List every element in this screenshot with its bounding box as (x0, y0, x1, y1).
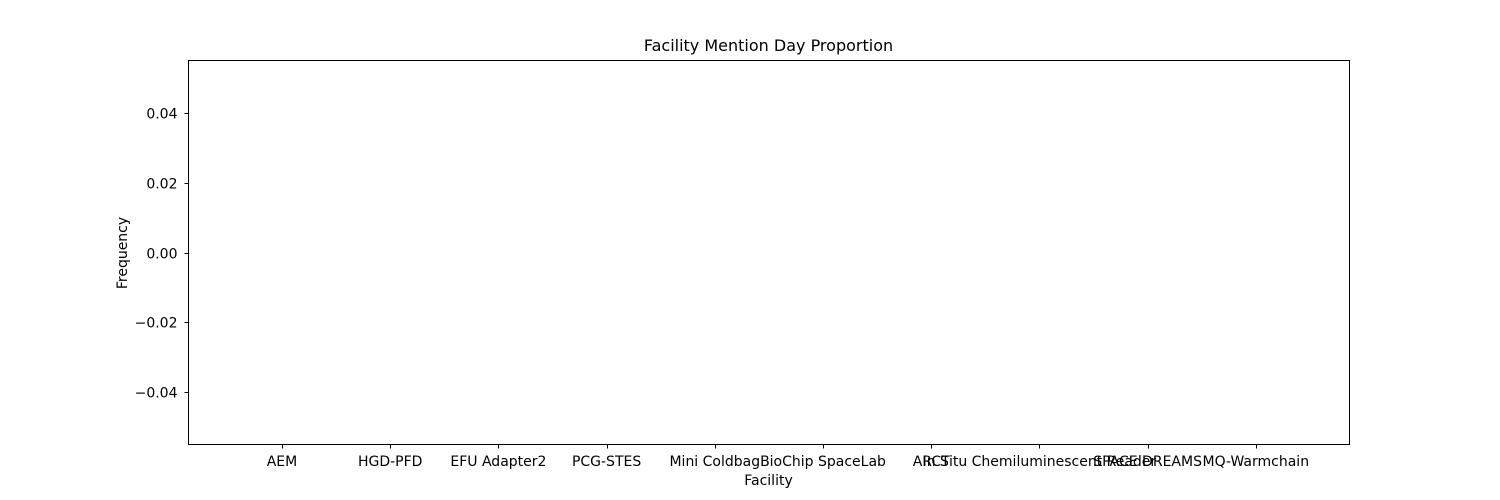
x-tick-label: EFU Adapter2 (450, 454, 546, 470)
y-tick-label: 0.04 (146, 107, 177, 123)
x-axis: AEM HGD-PFD EFU Adapter2 PCG-STES Mini Coldb… (267, 444, 1310, 470)
y-axis: 0.04 0.02 0.00 −0.02 −0.04 (135, 107, 189, 402)
x-tick-label: Mini Coldbag (669, 454, 760, 470)
x-tick-label: MQ-Warmchain (1203, 454, 1310, 470)
y-tick-label: 0.02 (146, 177, 177, 193)
y-tick-label: −0.04 (135, 386, 178, 402)
x-tick-label: SPACE DREAMS (1093, 454, 1202, 470)
x-tick-label: PCG-STES (572, 454, 641, 470)
x-tick-label: ARCT (913, 454, 950, 470)
x-tick-label: HGD-PFD (358, 454, 422, 470)
x-tick-label: In Situ Chemiluminescent Reader (923, 454, 1157, 470)
y-tick-label: 0.00 (146, 247, 177, 263)
y-axis-label: Frequency (115, 217, 131, 289)
chart-title: Facility Mention Day Proportion (644, 36, 893, 55)
x-tick-label: AEM (267, 454, 298, 470)
x-tick-label: BioChip SpaceLab (760, 454, 886, 470)
y-tick-label: −0.02 (135, 316, 178, 332)
plot-frame (188, 60, 1350, 445)
x-axis-label: Facility (744, 473, 793, 489)
plot-area (188, 60, 1350, 445)
